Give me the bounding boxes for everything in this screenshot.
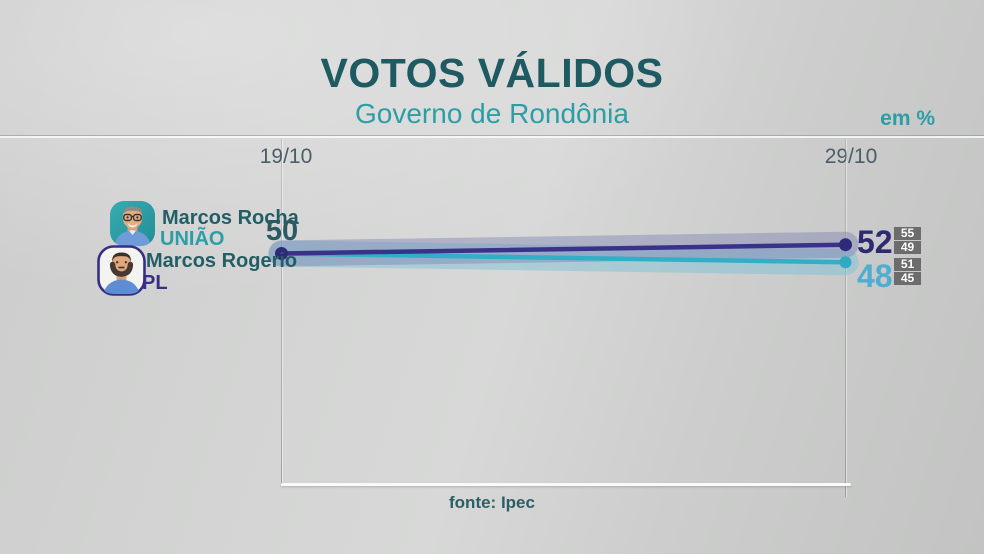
- page-subtitle: Governo de Rondônia: [355, 98, 629, 129]
- range-low-rocha: 49: [894, 241, 921, 254]
- source-credit: fonte: Ipec: [449, 493, 535, 512]
- range-high-rocha: 55: [894, 227, 921, 240]
- x-tick-start-date: 19/10: [259, 145, 313, 168]
- candidate-name-rogerio: Marcos Rogerio: [146, 250, 298, 272]
- range-high-rogerio: 51: [894, 258, 921, 271]
- series-1-confidence-band: [268, 240, 859, 276]
- series-0-line: [279, 242, 848, 256]
- gridline-end-date: [845, 139, 846, 497]
- page-title: VOTOS VÁLIDOS: [320, 50, 664, 96]
- candidate-party-rogerio: PL: [142, 272, 168, 294]
- x-axis-baseline: [281, 483, 851, 486]
- header-divider-highlight: [0, 136, 984, 138]
- start-value-label: 50: [265, 215, 299, 247]
- candidate-name-rocha: Marcos Rocha: [162, 207, 299, 229]
- series-1-line: [279, 251, 848, 265]
- series-0-confidence-band: [268, 231, 859, 267]
- error-range-boxes: 55 49 51 45: [894, 227, 921, 285]
- candidate-photo-rocha: [110, 201, 155, 251]
- header-divider-shadow: [0, 135, 984, 136]
- range-low-rogerio: 45: [894, 272, 921, 285]
- unit-label: em %: [880, 107, 935, 130]
- x-tick-end-date: 29/10: [824, 145, 878, 168]
- end-value-rogerio: 48: [857, 258, 893, 294]
- gridline-start-date: [281, 139, 282, 484]
- end-value-rocha: 52: [857, 224, 893, 260]
- candidate-photo-rogerio: [97, 245, 146, 301]
- candidate-party-rocha: UNIÃO: [160, 228, 225, 250]
